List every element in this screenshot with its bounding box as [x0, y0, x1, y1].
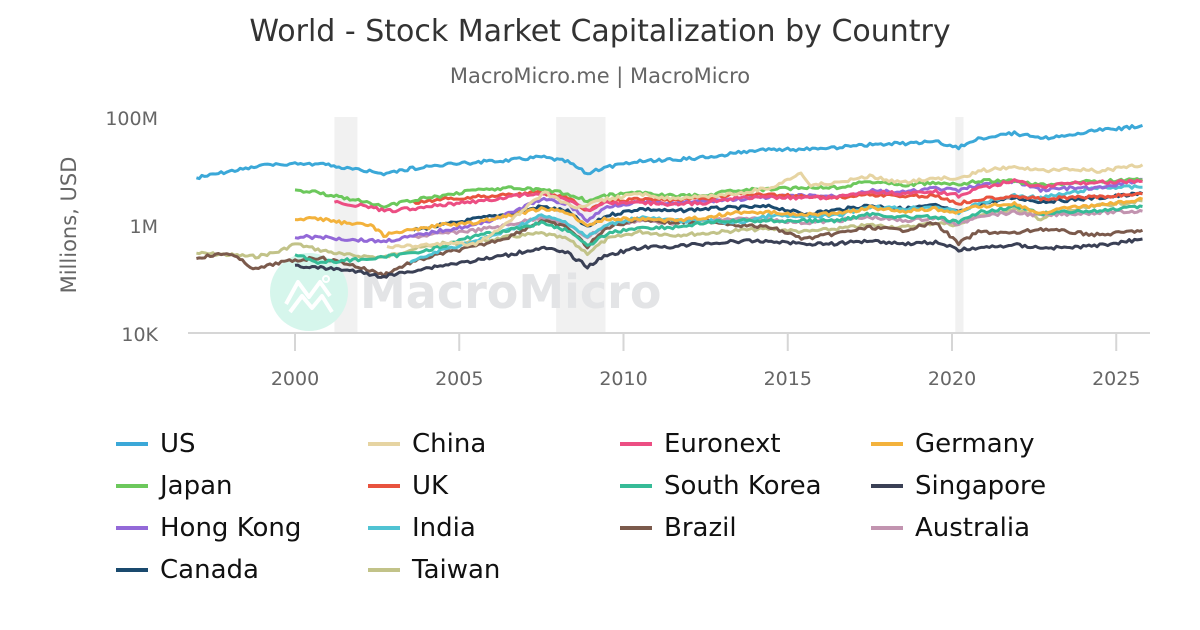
legend-item-china[interactable]: China [368, 426, 486, 462]
series-lines [195, 123, 1144, 279]
y-tick-label: 1M [130, 216, 158, 238]
chart-plot: MacroMicro 2000 2005 2010 2015 2020 2025 100M 1… [57, 108, 1150, 390]
legend-item-uk[interactable]: UK [368, 468, 448, 504]
series-line-uk[interactable] [412, 189, 1143, 213]
legend-item-canada[interactable]: Canada [116, 552, 259, 588]
watermark: MacroMicro [270, 253, 661, 331]
x-tick-label: 2020 [928, 368, 976, 390]
legend-label: Germany [915, 429, 1035, 459]
x-tick-label: 2005 [435, 368, 483, 390]
legend-line-icon [368, 568, 400, 572]
chart-title: World - Stock Market Capitalization by C… [249, 14, 951, 49]
legend-label: Canada [160, 555, 259, 585]
axes: 2000 2005 2010 2015 2020 2025 100M 1M 10K Million… [57, 108, 1150, 390]
watermark-logo-icon [270, 253, 348, 331]
legend-line-icon [116, 526, 148, 530]
series-line-brazil[interactable] [196, 216, 1144, 278]
legend-line-icon [368, 484, 400, 488]
chart-subtitle: MacroMicro.me | MacroMicro [449, 64, 751, 88]
x-tick-label: 2025 [1092, 368, 1140, 390]
legend-line-icon [116, 484, 148, 488]
legend-label: India [412, 513, 476, 543]
legend-item-hong-kong[interactable]: Hong Kong [116, 510, 301, 546]
series-line-south-korea[interactable] [294, 204, 1143, 265]
series-line-china[interactable] [386, 163, 1144, 250]
legend-line-icon [620, 526, 652, 530]
legend-label: UK [412, 471, 449, 501]
legend-item-taiwan[interactable]: Taiwan [368, 552, 500, 588]
legend-line-icon [368, 442, 400, 446]
legend-item-south-korea[interactable]: South Korea [620, 468, 822, 504]
y-axis-label: Millions, USD [57, 157, 81, 294]
watermark-chart-glyph-icon [288, 294, 334, 314]
series-line-germany[interactable] [294, 196, 1144, 238]
legend-line-icon [116, 568, 148, 572]
legend-label: Hong Kong [160, 513, 302, 543]
legend-line-icon [871, 442, 903, 446]
series-line-us[interactable] [195, 123, 1143, 181]
legend-line-icon [871, 484, 903, 488]
legend-label: US [160, 429, 196, 459]
legend-label: Japan [160, 471, 233, 501]
legend-label: Singapore [915, 471, 1047, 501]
legend-label: South Korea [664, 471, 822, 501]
series-line-euronext[interactable] [333, 178, 1143, 214]
legend-item-euronext[interactable]: Euronext [620, 426, 781, 462]
legend-line-icon [116, 442, 148, 446]
legend-label: China [412, 429, 487, 459]
legend-item-brazil[interactable]: Brazil [620, 510, 737, 546]
legend-line-icon [871, 526, 903, 530]
legend-line-icon [620, 442, 652, 446]
legend-line-icon [368, 526, 400, 530]
x-tick-label: 2000 [271, 368, 319, 390]
legend-label: Euronext [664, 429, 781, 459]
watermark-dot-icon [322, 275, 330, 283]
watermark-chart-glyph-icon [284, 280, 332, 305]
legend-item-india[interactable]: India [368, 510, 476, 546]
legend-label: Taiwan [412, 555, 501, 585]
legend-item-australia[interactable]: Australia [871, 510, 1030, 546]
legend-item-us[interactable]: US [116, 426, 196, 462]
series-line-singapore[interactable] [294, 237, 1143, 279]
legend-label: Brazil [664, 513, 737, 543]
legend-item-japan[interactable]: Japan [116, 468, 233, 504]
legend-item-singapore[interactable]: Singapore [871, 468, 1046, 504]
x-tick-label: 2015 [764, 368, 812, 390]
legend-item-germany[interactable]: Germany [871, 426, 1035, 462]
watermark-text: MacroMicro [360, 265, 661, 319]
y-tick-label: 100M [105, 108, 158, 130]
legend-label: Australia [915, 513, 1031, 543]
x-tick-label: 2010 [599, 368, 647, 390]
y-tick-label: 10K [121, 324, 158, 346]
legend-line-icon [620, 484, 652, 488]
